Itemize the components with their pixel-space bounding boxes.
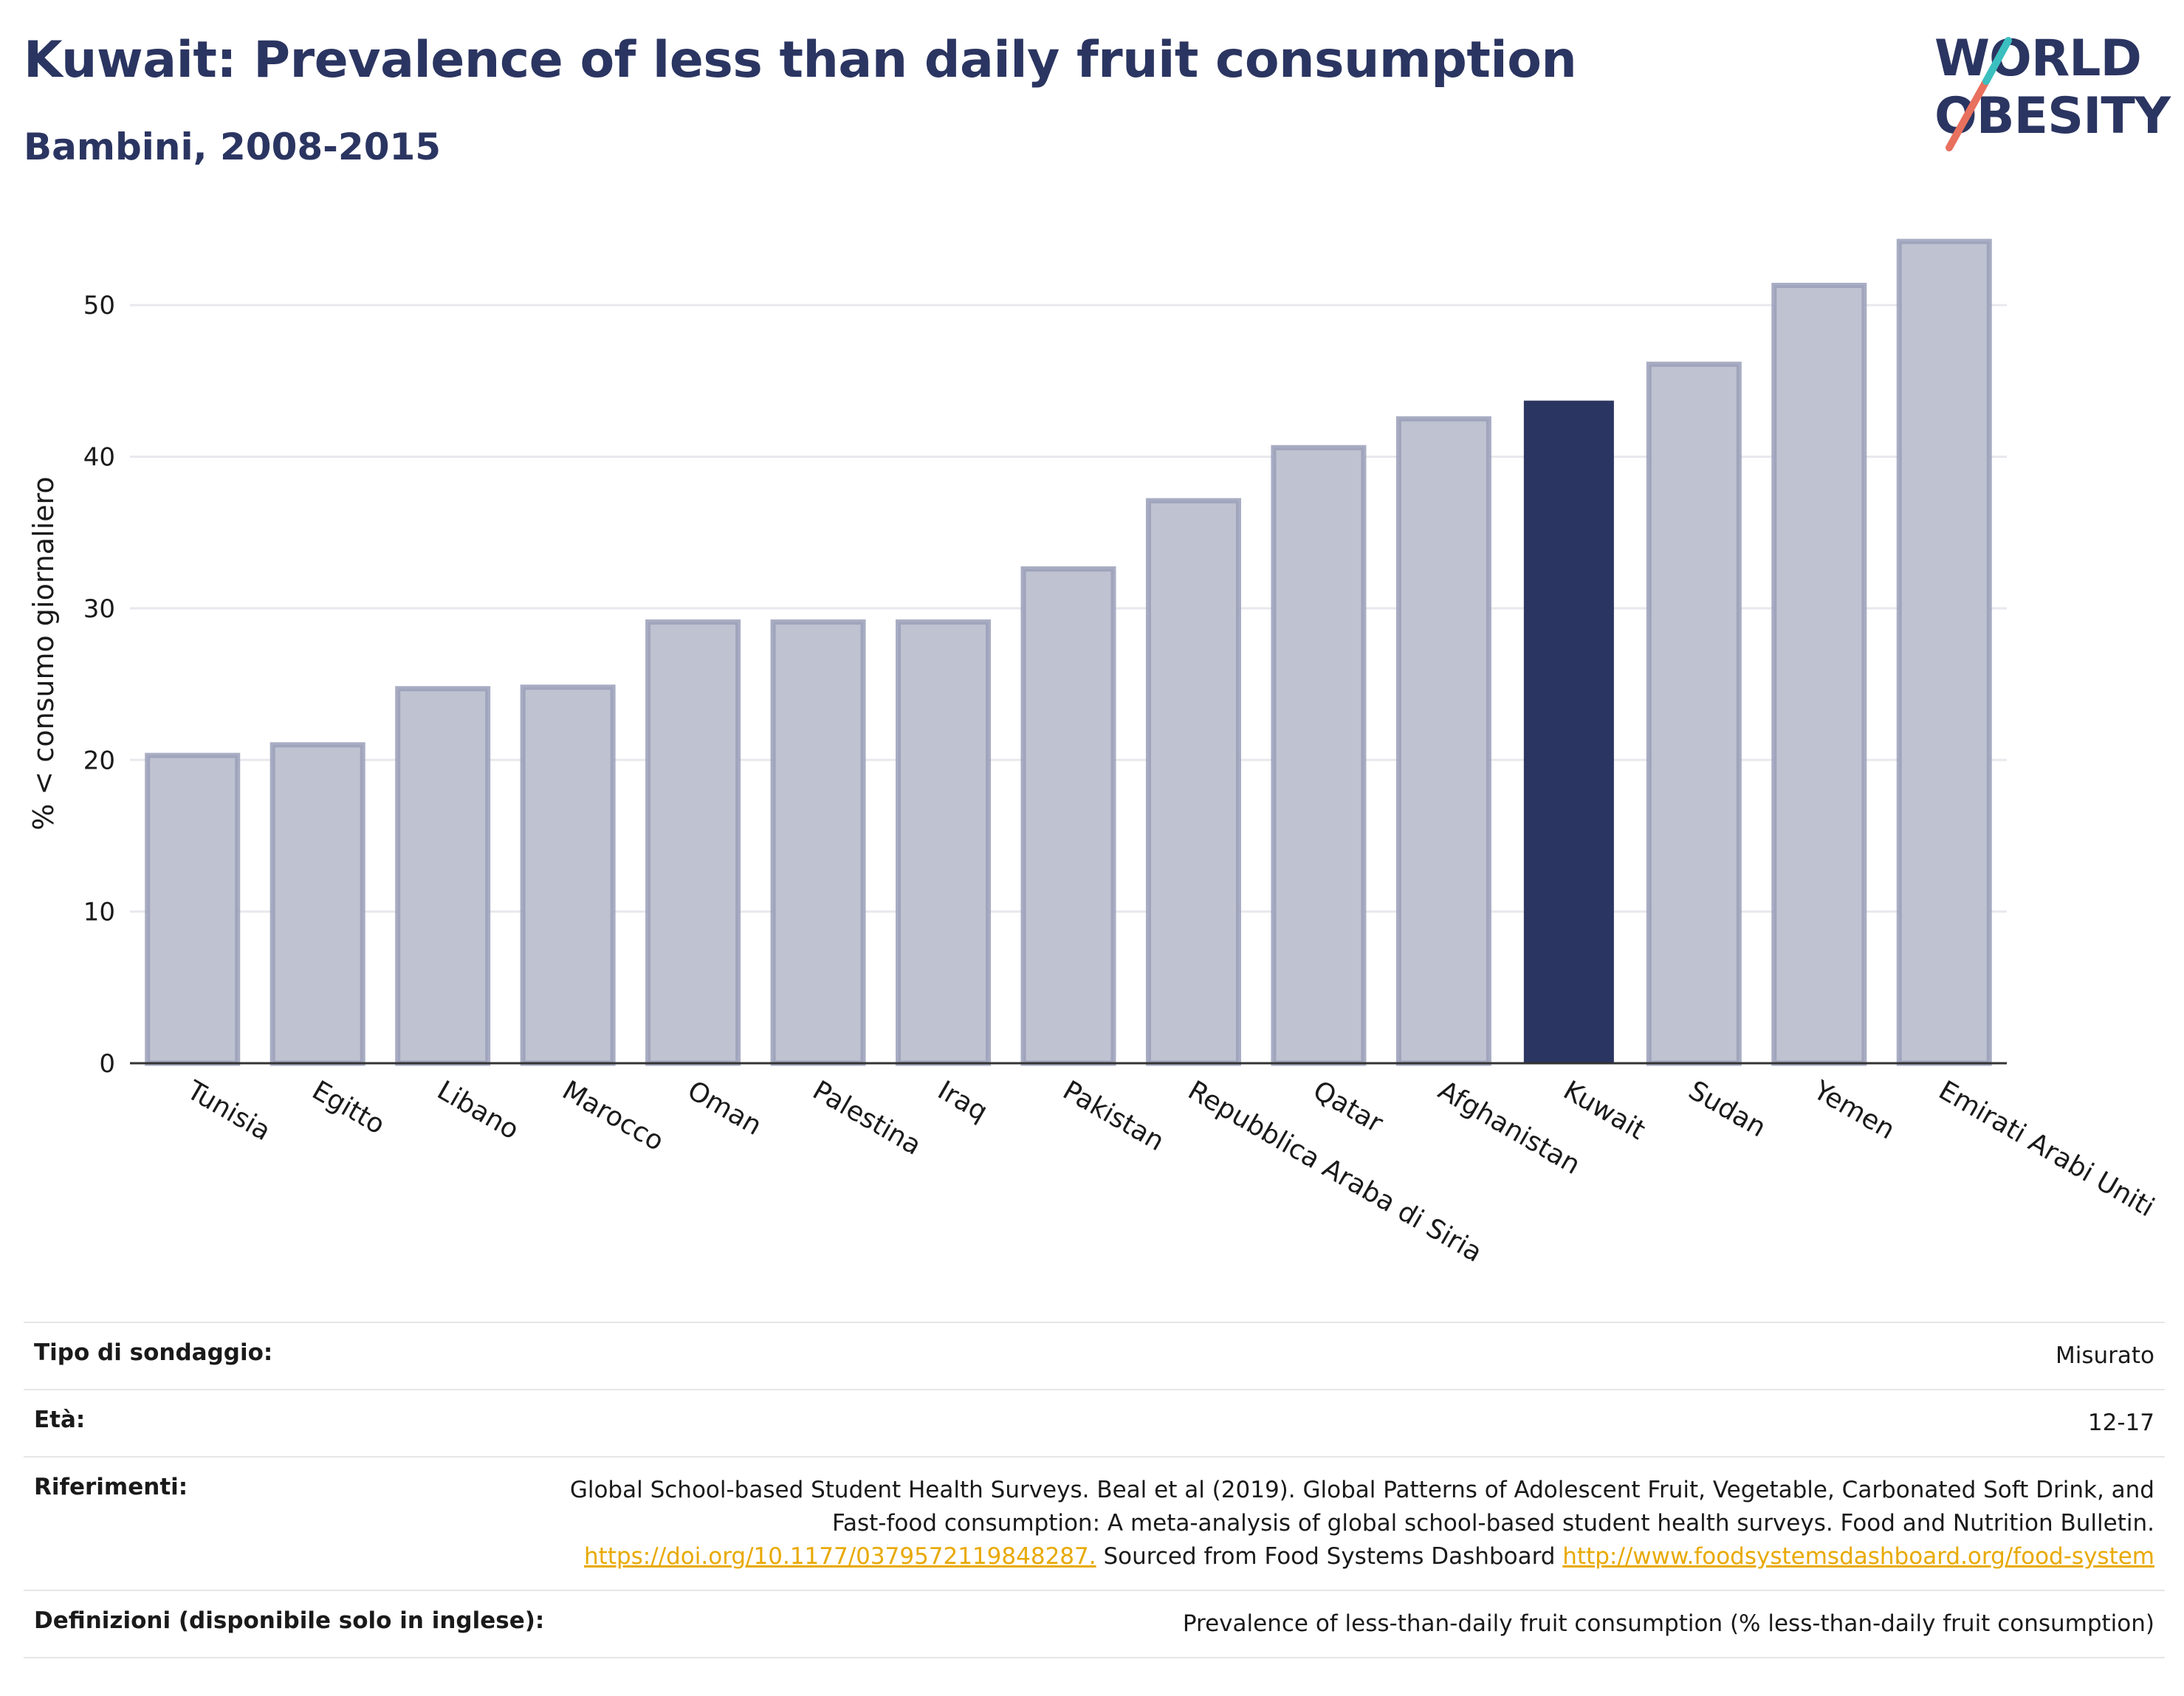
food-systems-dashboard-link[interactable]: http://www.foodsystemsdashboard.org/food… xyxy=(1562,1542,2154,1570)
doi-link[interactable]: https://doi.org/10.1177/0379572119848287… xyxy=(584,1542,1096,1570)
bar-iraq xyxy=(896,619,992,1066)
y-tick-label: 50 xyxy=(83,291,115,320)
x-tick-label: Qatar xyxy=(1308,1075,1387,1139)
survey-type-value: Misurato xyxy=(2055,1342,2154,1369)
bar-kuwait xyxy=(1523,400,1614,1063)
bar-yemen xyxy=(1771,283,1867,1066)
survey-type-label: Tipo di sondaggio: xyxy=(34,1339,273,1366)
bar-emirati-arabi-uniti xyxy=(1896,238,1992,1066)
chart-title: Kuwait: Prevalence of less than daily fr… xyxy=(24,31,1577,89)
x-tick-label: Palestina xyxy=(808,1075,927,1161)
y-tick-label: 30 xyxy=(83,594,115,624)
info-row-age: Età: 12-17 xyxy=(24,1388,2165,1456)
references-label: Riferimenti: xyxy=(34,1473,188,1500)
references-text-1: Global School-based Student Health Surve… xyxy=(569,1476,2154,1537)
world-obesity-logo: WORLD OBESITY xyxy=(1920,30,2171,155)
info-row-survey: Tipo di sondaggio: Misurato xyxy=(24,1322,2165,1389)
bar-repubblica-araba-di-siria xyxy=(1145,498,1241,1066)
bar-palestina xyxy=(770,619,866,1066)
x-tick-label: Libano xyxy=(432,1075,523,1145)
bar-chart: 0 10 20 30 40 50 Tunisia Egitto Libano Marocco Om… xyxy=(27,238,2159,1268)
bar-sudan xyxy=(1646,361,1742,1066)
x-tick-label: Tunisia xyxy=(181,1075,275,1147)
x-axis-labels: Tunisia Egitto Libano Marocco Oman Palestina I… xyxy=(181,1075,2159,1268)
age-value: 12-17 xyxy=(2087,1409,2154,1436)
x-tick-label: Yemen xyxy=(1807,1075,1900,1146)
bar-tunisia xyxy=(145,752,241,1066)
x-tick-label: Pakistan xyxy=(1058,1075,1170,1157)
bars xyxy=(145,238,1992,1066)
logo-slash-icon xyxy=(1946,37,2012,151)
bar-pakistan xyxy=(1020,566,1116,1066)
info-row-references: Riferimenti: Global School-based Student… xyxy=(24,1455,2165,1590)
x-tick-label: Egitto xyxy=(307,1075,390,1140)
x-tick-label: Marocco xyxy=(557,1075,669,1157)
definitions-value: Prevalence of less-than-daily fruit cons… xyxy=(1182,1610,2154,1637)
x-tick-label: Emirati Arabi Uniti xyxy=(1934,1075,2160,1223)
logo-line-1: WORLD xyxy=(1934,30,2142,88)
y-tick-label: 20 xyxy=(83,746,115,775)
x-tick-label: Iraq xyxy=(933,1075,992,1127)
bar-marocco xyxy=(520,684,616,1066)
chart-subtitle: Bambini, 2008-2015 xyxy=(24,126,442,168)
info-row-definitions: Definizioni (disponibile solo in inglese… xyxy=(24,1589,2165,1658)
y-tick-label: 0 xyxy=(99,1049,115,1079)
references-text-2: Sourced from Food Systems Dashboard xyxy=(1096,1542,1563,1570)
x-tick-label: Oman xyxy=(682,1075,766,1141)
references-value: Global School-based Student Health Surve… xyxy=(567,1474,2154,1573)
bar-libano xyxy=(395,686,491,1066)
bar-egitto xyxy=(269,742,365,1066)
x-tick-label: Afghanistan xyxy=(1433,1075,1585,1181)
y-tick-label: 40 xyxy=(83,443,115,473)
x-tick-label: Sudan xyxy=(1683,1075,1771,1143)
y-axis-ticks: 0 10 20 30 40 50 xyxy=(83,291,115,1079)
info-table: Tipo di sondaggio: Misurato Età: 12-17 R… xyxy=(24,1322,2165,1658)
bar-oman xyxy=(645,619,741,1066)
y-tick-label: 10 xyxy=(83,898,115,927)
definitions-label: Definizioni (disponibile solo in inglese… xyxy=(34,1607,545,1634)
bar-qatar xyxy=(1271,444,1367,1066)
bar-afghanistan xyxy=(1395,416,1491,1066)
x-tick-label: Kuwait xyxy=(1558,1075,1650,1146)
y-axis-label: % < consumo giornaliero xyxy=(27,476,60,830)
age-label: Età: xyxy=(34,1406,86,1433)
